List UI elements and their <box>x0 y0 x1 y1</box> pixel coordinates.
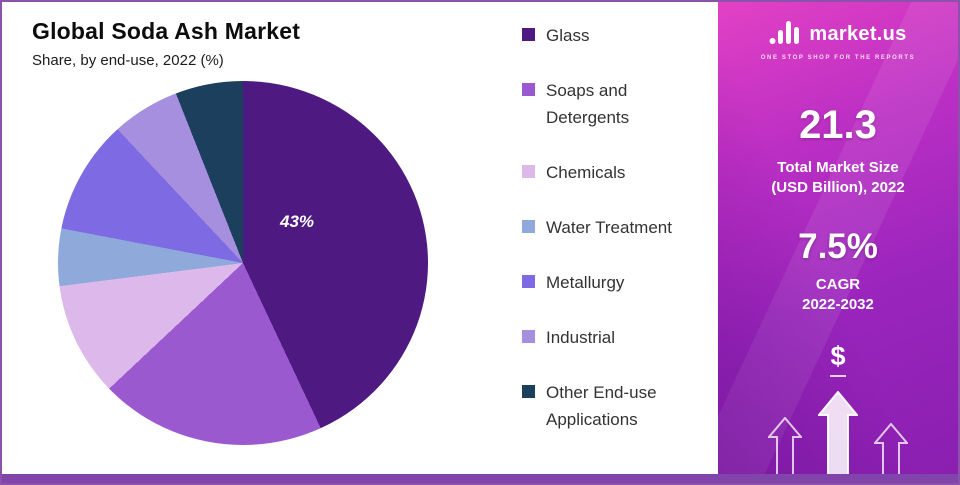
main-area: Global Soda Ash Market Share, by end-use… <box>2 2 958 474</box>
legend-item: Water Treatment <box>522 214 718 241</box>
legend-swatch <box>522 83 535 96</box>
cagr-value: 7.5% <box>798 226 878 266</box>
legend-swatch <box>522 165 535 178</box>
legend-item: Industrial <box>522 324 718 351</box>
legend-swatch <box>522 330 535 343</box>
up-arrow-icon <box>872 422 910 474</box>
chart-legend: Glass Soaps and Detergents Chemicals Wat… <box>480 2 718 474</box>
bottom-accent-bar <box>2 474 958 483</box>
legend-item: Chemicals <box>522 159 718 186</box>
legend-label: Other End-use Applications <box>546 383 657 429</box>
chart-subtitle: Share, by end-use, 2022 (%) <box>32 52 224 69</box>
brand-promo-panel: market.us ONE STOP SHOP FOR THE REPORTS … <box>718 2 958 474</box>
pie-slice-label: 43% <box>280 212 315 232</box>
market-size-label: Total Market Size (USD Billion), 2022 <box>771 159 905 197</box>
legend-swatch <box>522 220 535 233</box>
legend-swatch <box>522 275 535 288</box>
brand-tagline: ONE STOP SHOP FOR THE REPORTS <box>760 55 916 61</box>
cagr-label: CAGR 2022-2032 <box>802 275 874 313</box>
legend-item: Metallurgy <box>522 269 718 296</box>
pie-chart <box>58 81 428 445</box>
legend-item: Glass <box>522 22 718 49</box>
legend-swatch <box>522 28 535 41</box>
legend-label: Metallurgy <box>546 273 625 292</box>
legend-item: Soaps and Detergents <box>522 77 718 131</box>
brand-name: market.us <box>809 23 907 45</box>
market-size-value: 21.3 <box>799 103 877 147</box>
legend-label: Soaps and Detergents <box>546 81 630 127</box>
chart-section: Global Soda Ash Market Share, by end-use… <box>2 2 480 474</box>
dollar-icon: $ <box>830 341 846 377</box>
up-arrow-icon <box>816 390 860 474</box>
legend-label: Chemicals <box>546 163 626 182</box>
legend-item: Other End-use Applications <box>522 379 718 433</box>
pie-chart-wrapper: 43% <box>58 81 428 445</box>
page-title: Global Soda Ash Market <box>32 18 301 44</box>
up-arrow-icon <box>766 416 804 474</box>
brand-block: market.us ONE STOP SHOP FOR THE REPORTS <box>761 18 915 61</box>
legend-label: Glass <box>546 26 590 45</box>
brand-icon <box>769 18 801 51</box>
legend-label: Water Treatment <box>546 218 672 237</box>
legend-label: Industrial <box>546 328 615 347</box>
growth-arrows <box>718 390 958 474</box>
legend-swatch <box>522 385 535 398</box>
